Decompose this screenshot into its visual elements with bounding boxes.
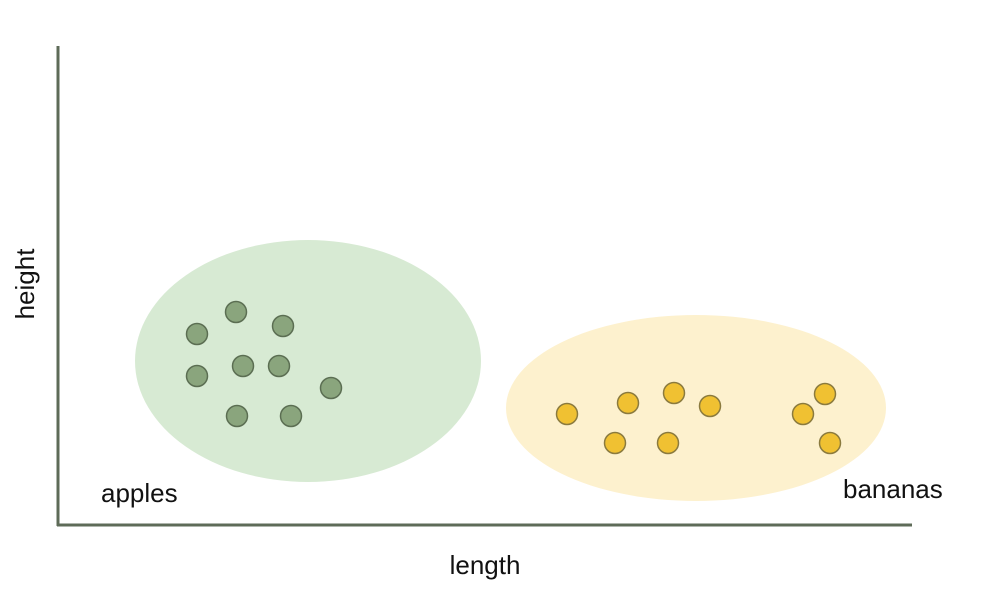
apple-point (231, 354, 255, 378)
banana-point (555, 402, 579, 426)
banana-point (818, 431, 842, 455)
banana-point (813, 382, 837, 406)
banana-point (791, 402, 815, 426)
apples-label: apples (101, 478, 178, 508)
apple-point (185, 364, 209, 388)
bananas-label: bananas (843, 474, 943, 504)
apples-region (135, 240, 481, 482)
apple-point (271, 314, 295, 338)
apple-point (319, 376, 343, 400)
apple-point (224, 300, 248, 324)
apple-point (225, 404, 249, 428)
banana-point (698, 394, 722, 418)
banana-point (656, 431, 680, 455)
apples-points (185, 300, 343, 428)
banana-point (662, 381, 686, 405)
apple-point (279, 404, 303, 428)
apple-point (267, 354, 291, 378)
bananas-points (555, 381, 842, 455)
banana-point (603, 431, 627, 455)
bananas-region (506, 315, 886, 501)
x-axis-label: length (450, 550, 521, 580)
y-axis-label: height (10, 248, 40, 320)
apple-point (185, 322, 209, 346)
banana-point (616, 391, 640, 415)
